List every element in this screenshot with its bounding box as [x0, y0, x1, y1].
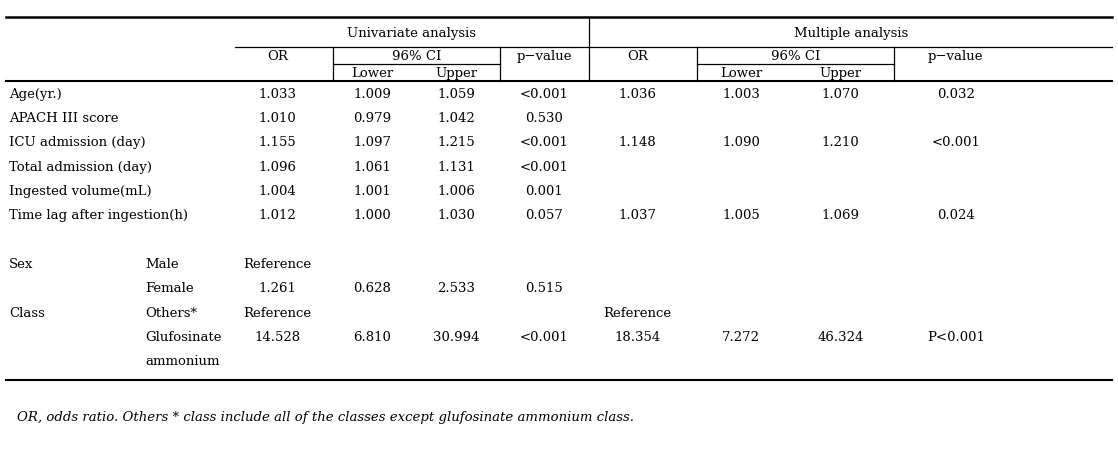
Text: <0.001: <0.001: [931, 136, 980, 149]
Text: <0.001: <0.001: [520, 330, 569, 343]
Text: Glufosinate: Glufosinate: [145, 330, 221, 343]
Text: 0.628: 0.628: [353, 282, 391, 295]
Text: OR: OR: [627, 50, 647, 63]
Text: 1.003: 1.003: [722, 87, 760, 101]
Text: P<0.001: P<0.001: [927, 330, 985, 343]
Text: 1.097: 1.097: [353, 136, 391, 149]
Text: APACH III score: APACH III score: [9, 112, 119, 125]
Text: 1.009: 1.009: [353, 87, 391, 101]
Text: 1.012: 1.012: [258, 209, 296, 222]
Text: Class: Class: [9, 306, 45, 319]
Text: 1.033: 1.033: [258, 87, 296, 101]
Text: 2.533: 2.533: [437, 282, 475, 295]
Text: 1.210: 1.210: [822, 136, 860, 149]
Text: 0.530: 0.530: [525, 112, 563, 125]
Text: p−value: p−value: [928, 50, 984, 63]
Text: 1.001: 1.001: [353, 185, 391, 197]
Text: 1.069: 1.069: [822, 209, 860, 222]
Text: 0.032: 0.032: [937, 87, 975, 101]
Text: 1.261: 1.261: [258, 282, 296, 295]
Text: 1.000: 1.000: [353, 209, 391, 222]
Text: 30.994: 30.994: [433, 330, 480, 343]
Text: 1.037: 1.037: [618, 209, 656, 222]
Text: Reference: Reference: [244, 258, 311, 270]
Text: Reference: Reference: [244, 306, 311, 319]
Text: 14.528: 14.528: [254, 330, 301, 343]
Text: <0.001: <0.001: [520, 136, 569, 149]
Text: Ingested volume(mL): Ingested volume(mL): [9, 185, 152, 197]
Text: Others*: Others*: [145, 306, 198, 319]
Text: 1.131: 1.131: [437, 160, 475, 173]
Text: Multiple analysis: Multiple analysis: [794, 26, 908, 40]
Text: Age(yr.): Age(yr.): [9, 87, 61, 101]
Text: 6.810: 6.810: [353, 330, 391, 343]
Text: 1.005: 1.005: [722, 209, 760, 222]
Text: ICU admission (day): ICU admission (day): [9, 136, 145, 149]
Text: 0.024: 0.024: [937, 209, 975, 222]
Text: p−value: p−value: [517, 50, 572, 63]
Text: Male: Male: [145, 258, 179, 270]
Text: 1.004: 1.004: [258, 185, 296, 197]
Text: <0.001: <0.001: [520, 160, 569, 173]
Text: Lower: Lower: [720, 67, 762, 80]
Text: Upper: Upper: [435, 67, 477, 80]
Text: 1.042: 1.042: [437, 112, 475, 125]
Text: 1.059: 1.059: [437, 87, 475, 101]
Text: 1.096: 1.096: [258, 160, 296, 173]
Text: 96% CI: 96% CI: [770, 50, 821, 63]
Text: 1.090: 1.090: [722, 136, 760, 149]
Text: Reference: Reference: [604, 306, 671, 319]
Text: 1.155: 1.155: [258, 136, 296, 149]
Text: 96% CI: 96% CI: [391, 50, 442, 63]
Text: 1.070: 1.070: [822, 87, 860, 101]
Text: Sex: Sex: [9, 258, 34, 270]
Text: 1.215: 1.215: [437, 136, 475, 149]
Text: 1.030: 1.030: [437, 209, 475, 222]
Text: 0.515: 0.515: [525, 282, 563, 295]
Text: 0.057: 0.057: [525, 209, 563, 222]
Text: Univariate analysis: Univariate analysis: [348, 26, 476, 40]
Text: 1.006: 1.006: [437, 185, 475, 197]
Text: 1.148: 1.148: [618, 136, 656, 149]
Text: Female: Female: [145, 282, 193, 295]
Text: <0.001: <0.001: [520, 87, 569, 101]
Text: 1.061: 1.061: [353, 160, 391, 173]
Text: 1.010: 1.010: [258, 112, 296, 125]
Text: 0.001: 0.001: [525, 185, 563, 197]
Text: Time lag after ingestion(h): Time lag after ingestion(h): [9, 209, 188, 222]
Text: ammonium: ammonium: [145, 354, 220, 368]
Text: 1.036: 1.036: [618, 87, 656, 101]
Text: 0.979: 0.979: [353, 112, 391, 125]
Text: OR: OR: [267, 50, 287, 63]
Text: OR, odds ratio. Others * class include all of the classes except glufosinate amm: OR, odds ratio. Others * class include a…: [17, 410, 634, 423]
Text: 46.324: 46.324: [817, 330, 864, 343]
Text: 18.354: 18.354: [614, 330, 661, 343]
Text: Total admission (day): Total admission (day): [9, 160, 152, 173]
Text: Upper: Upper: [819, 67, 862, 80]
Text: 7.272: 7.272: [722, 330, 760, 343]
Text: Lower: Lower: [351, 67, 394, 80]
